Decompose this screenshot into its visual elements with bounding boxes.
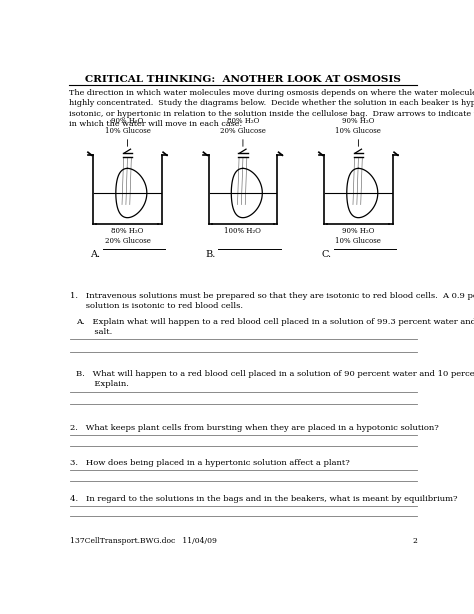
Text: 80% H₂O
20% Glucose: 80% H₂O 20% Glucose (220, 117, 266, 135)
Text: C.: C. (321, 250, 331, 259)
Text: 3.   How does being placed in a hypertonic solution affect a plant?: 3. How does being placed in a hypertonic… (70, 459, 350, 467)
Text: B.   What will happen to a red blood cell placed in a solution of 90 percent wat: B. What will happen to a red blood cell … (76, 370, 474, 388)
Text: 137CellTransport.BWG.doc   11/04/09: 137CellTransport.BWG.doc 11/04/09 (70, 537, 217, 545)
Text: CRITICAL THINKING:  ANOTHER LOOK AT OSMOSIS: CRITICAL THINKING: ANOTHER LOOK AT OSMOS… (85, 76, 401, 85)
Text: 2.   What keeps plant cells from bursting when they are placed in a hypotonic so: 2. What keeps plant cells from bursting … (70, 424, 439, 432)
Text: 90% H₂O
10% Glucose: 90% H₂O 10% Glucose (336, 117, 382, 135)
Text: 100% H₂O: 100% H₂O (225, 227, 261, 235)
Text: 1.   Intravenous solutions must be prepared so that they are isotonic to red blo: 1. Intravenous solutions must be prepare… (70, 292, 474, 309)
Text: 80% H₂O
20% Glucose: 80% H₂O 20% Glucose (104, 227, 150, 245)
Text: 2: 2 (412, 537, 417, 545)
Text: A.   Explain what will happen to a red blood cell placed in a solution of 99.3 p: A. Explain what will happen to a red blo… (76, 318, 474, 336)
Text: A.: A. (90, 250, 100, 259)
Text: 4.   In regard to the solutions in the bags and in the beakers, what is meant by: 4. In regard to the solutions in the bag… (70, 495, 457, 503)
Text: 90% H₂O
10% Glucose: 90% H₂O 10% Glucose (336, 227, 382, 245)
Text: 90% H₂O
10% Glucose: 90% H₂O 10% Glucose (104, 117, 150, 135)
Text: B.: B. (206, 250, 216, 259)
Text: The direction in which water molecules move during osmosis depends on where the : The direction in which water molecules m… (69, 89, 474, 128)
